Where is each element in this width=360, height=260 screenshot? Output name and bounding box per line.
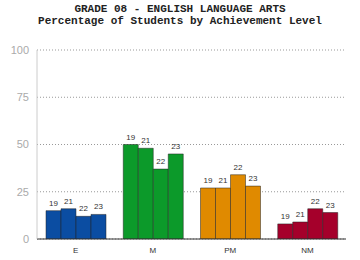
svg-text:M: M	[150, 246, 157, 255]
svg-text:19: 19	[49, 199, 58, 208]
svg-text:21: 21	[64, 197, 73, 206]
svg-text:0: 0	[23, 233, 29, 245]
svg-text:19: 19	[281, 212, 290, 221]
svg-text:E: E	[73, 246, 78, 255]
svg-text:PM: PM	[224, 246, 236, 255]
svg-text:23: 23	[171, 142, 180, 151]
html-text:GRADE 08 - ENGLISH LANGUAGE AR: GRADE 08 - ENGLISH LANGUAGE ARTS	[74, 3, 286, 15]
svg-text:22: 22	[156, 157, 165, 166]
svg-text:21: 21	[219, 176, 228, 185]
svg-text:22: 22	[311, 197, 320, 206]
svg-text:22: 22	[234, 163, 243, 172]
svg-text:21: 21	[296, 210, 305, 219]
svg-text:100: 100	[11, 44, 29, 56]
svg-text:23: 23	[94, 202, 103, 211]
svg-text:23: 23	[249, 174, 258, 183]
svg-text:NM: NM	[301, 246, 314, 255]
svg-text:75: 75	[17, 91, 29, 103]
svg-text:22: 22	[79, 204, 88, 213]
svg-text:21: 21	[141, 136, 150, 145]
svg-text:25: 25	[17, 186, 29, 198]
svg-text:19: 19	[204, 176, 213, 185]
html-text:Percentage of Students by Achi: Percentage of Students by Achievement Le…	[38, 15, 322, 27]
svg-text:50: 50	[17, 138, 29, 150]
svg-text:19: 19	[126, 133, 135, 142]
svg-text:23: 23	[326, 201, 335, 210]
